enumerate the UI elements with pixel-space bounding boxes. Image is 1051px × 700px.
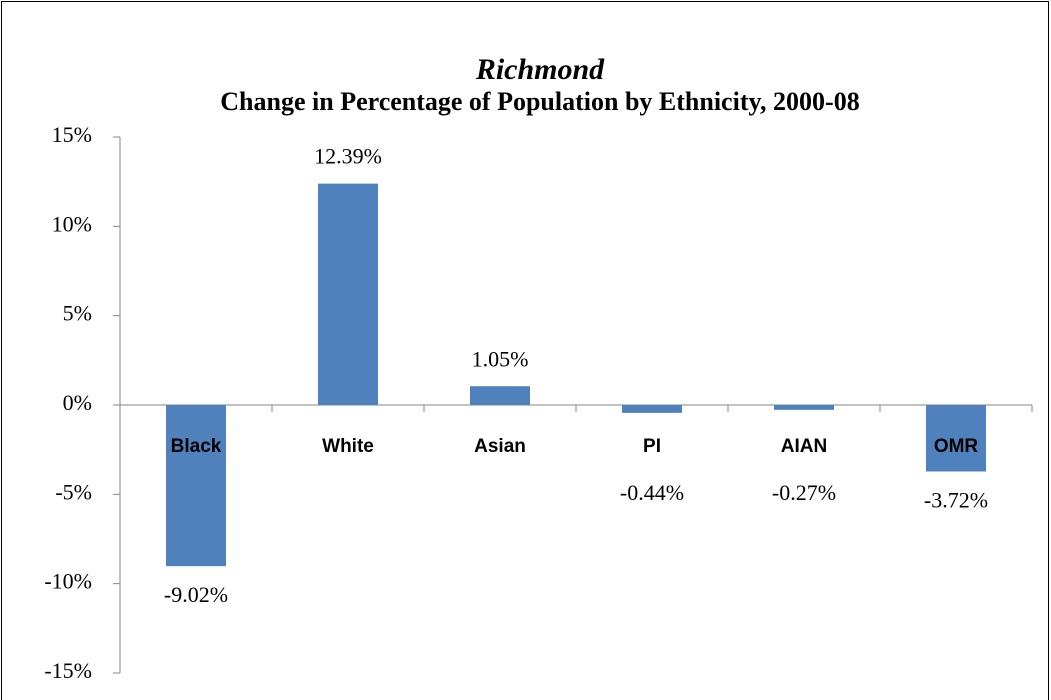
x-tick-label: Black <box>171 436 222 457</box>
y-tick-label: -10% <box>44 569 92 594</box>
x-tick-label: White <box>322 436 374 457</box>
chart-subtitle: Change in Percentage of Population by Et… <box>220 87 859 116</box>
data-label: 1.05% <box>472 346 529 371</box>
bar <box>774 405 834 410</box>
data-label: -0.27% <box>772 480 836 505</box>
data-label: -9.02% <box>164 582 228 607</box>
y-tick-label: 15% <box>52 122 92 147</box>
chart-title: Richmond <box>475 53 605 86</box>
bar <box>318 183 378 405</box>
bar <box>622 405 682 413</box>
x-tick-label: OMR <box>934 436 979 457</box>
data-label: -0.44% <box>620 480 684 505</box>
y-tick-label: 5% <box>63 301 92 326</box>
y-tick-label: 0% <box>63 390 92 415</box>
bar <box>166 405 226 567</box>
x-tick-label: PI <box>643 436 661 457</box>
data-label: 12.39% <box>314 144 382 169</box>
y-tick-label: 10% <box>52 211 92 236</box>
x-tick-label: Asian <box>474 436 526 457</box>
bar <box>926 405 986 472</box>
x-tick-label: AIAN <box>781 436 827 457</box>
y-tick-label: -15% <box>44 658 92 683</box>
bar <box>470 386 530 405</box>
y-tick-label: -5% <box>55 479 92 504</box>
data-label: -3.72% <box>924 488 988 513</box>
